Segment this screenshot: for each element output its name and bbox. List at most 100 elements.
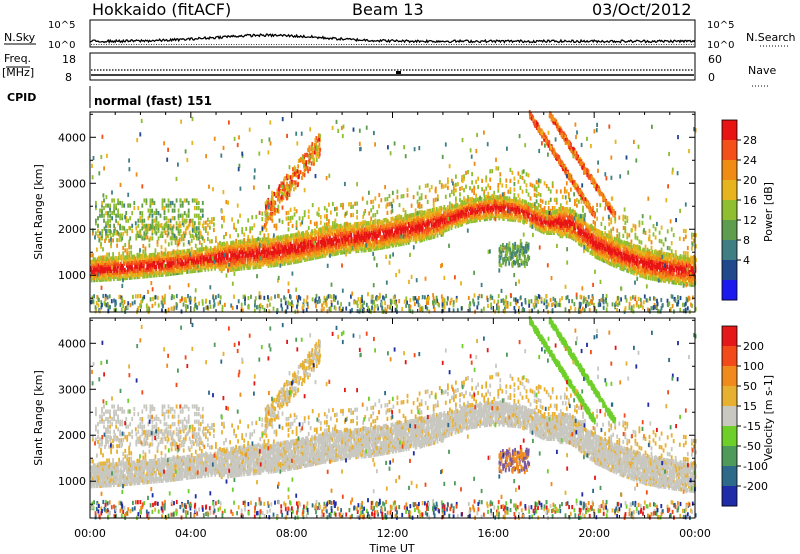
power-cell bbox=[113, 206, 115, 211]
power-cell bbox=[151, 252, 153, 258]
power-cell bbox=[273, 238, 276, 243]
power-cell bbox=[511, 198, 514, 204]
power-cell bbox=[365, 245, 368, 251]
power-cell bbox=[608, 233, 611, 238]
power-cell bbox=[301, 252, 304, 257]
power-cell bbox=[634, 246, 637, 251]
power-cell bbox=[582, 229, 584, 235]
power-cell bbox=[446, 213, 448, 218]
power-cell bbox=[489, 177, 492, 182]
power-cell bbox=[487, 202, 490, 207]
power-cell bbox=[534, 213, 537, 219]
power-cell bbox=[107, 233, 109, 238]
power-cell bbox=[334, 220, 336, 225]
power-cell bbox=[287, 244, 290, 249]
power-cell bbox=[513, 209, 516, 214]
power-cell bbox=[471, 196, 473, 201]
power-cell bbox=[616, 240, 619, 245]
power-cell bbox=[121, 203, 124, 208]
power-cell bbox=[415, 224, 418, 229]
power-cell bbox=[262, 243, 265, 248]
power-cell bbox=[121, 200, 124, 206]
power-cell bbox=[279, 236, 282, 241]
power-cell bbox=[565, 200, 568, 205]
power-cell bbox=[156, 256, 159, 261]
power-cell bbox=[535, 211, 538, 217]
power-cell bbox=[143, 223, 146, 228]
power-cell bbox=[128, 253, 131, 258]
power-cell bbox=[243, 247, 245, 252]
nave-tick-bottom: 0 bbox=[708, 71, 715, 84]
power-cell bbox=[407, 232, 409, 237]
power-cell bbox=[95, 200, 97, 206]
power-cell bbox=[332, 247, 334, 252]
power-cell bbox=[430, 212, 433, 217]
power-cell bbox=[173, 252, 176, 257]
power-cell bbox=[338, 242, 341, 247]
power-cell bbox=[480, 196, 483, 202]
power-cell bbox=[388, 221, 391, 226]
power-cell bbox=[653, 250, 656, 255]
power-cell bbox=[97, 223, 99, 228]
power-cell bbox=[221, 242, 224, 247]
power-cell bbox=[350, 204, 352, 209]
power-cell bbox=[342, 245, 345, 251]
power-cell bbox=[249, 238, 251, 243]
power-cell bbox=[177, 268, 180, 273]
power-cell bbox=[434, 226, 436, 231]
power-cell bbox=[385, 226, 388, 231]
power-cell bbox=[274, 237, 277, 243]
power-cell bbox=[592, 242, 594, 247]
power-cell bbox=[543, 215, 546, 220]
power-cell bbox=[661, 257, 664, 263]
power-cell bbox=[626, 240, 629, 245]
power-cell bbox=[455, 188, 457, 193]
power-cell bbox=[624, 245, 627, 250]
power-cell bbox=[308, 256, 311, 261]
power-cell bbox=[536, 206, 539, 211]
power-cell bbox=[204, 267, 207, 272]
power-cell bbox=[563, 217, 566, 222]
power-cell bbox=[164, 239, 167, 244]
power-cell bbox=[182, 231, 185, 236]
power-cell bbox=[541, 207, 544, 212]
power-cell bbox=[226, 241, 229, 246]
power-cell bbox=[489, 185, 492, 191]
power-cell bbox=[353, 232, 356, 237]
power-cell bbox=[574, 219, 577, 224]
power-cell bbox=[379, 241, 382, 246]
power-cell bbox=[408, 232, 411, 237]
power-cell bbox=[104, 238, 106, 243]
power-cell bbox=[556, 220, 559, 225]
power-cell bbox=[531, 216, 534, 221]
power-cell bbox=[452, 213, 454, 218]
power-cell bbox=[102, 273, 105, 278]
power-cell bbox=[475, 193, 477, 198]
freq-tick-top: 18 bbox=[62, 53, 76, 66]
power-cell bbox=[557, 219, 560, 224]
power-cell bbox=[567, 219, 570, 224]
power-cell bbox=[415, 212, 418, 217]
power-cell bbox=[125, 218, 128, 223]
power-cell bbox=[603, 235, 606, 241]
power-cell bbox=[457, 223, 460, 228]
power-cell bbox=[638, 239, 641, 244]
power-cell bbox=[386, 202, 389, 207]
power-cell bbox=[536, 208, 539, 213]
power-cell bbox=[164, 251, 167, 256]
power-cell bbox=[128, 250, 131, 255]
power-cell bbox=[411, 217, 414, 222]
power-cell bbox=[650, 245, 653, 250]
power-cell bbox=[148, 243, 151, 248]
power-cell bbox=[569, 230, 572, 235]
power-cell bbox=[450, 217, 452, 222]
power-cell bbox=[586, 223, 589, 228]
power-cell bbox=[536, 220, 539, 226]
power-cell bbox=[442, 223, 445, 228]
power-cell bbox=[253, 254, 256, 259]
power-cell bbox=[120, 274, 123, 279]
power-cell bbox=[620, 243, 622, 248]
power-cell bbox=[633, 265, 636, 270]
power-cell bbox=[333, 224, 336, 229]
